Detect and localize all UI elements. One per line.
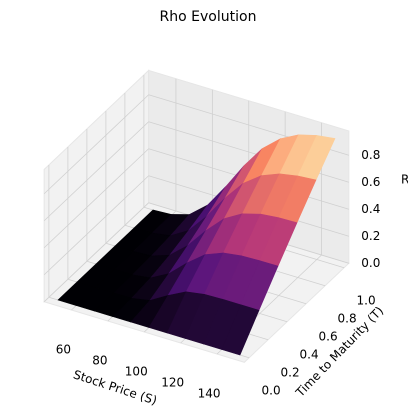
z-axis-label: Rho — [401, 173, 408, 187]
z-tick-label: 0.6 — [361, 175, 380, 189]
z-tick-label: 0.0 — [361, 256, 380, 270]
grid-line — [43, 175, 149, 276]
x-tick-label: 120 — [161, 376, 184, 390]
grid-line — [43, 148, 149, 249]
y-tick-label: 0.2 — [281, 365, 300, 379]
grid-line — [43, 121, 149, 222]
x-tick-label: 100 — [125, 365, 148, 379]
surface — [57, 134, 336, 356]
y-tick-label: 0.6 — [319, 329, 338, 343]
grid-line — [43, 202, 149, 303]
y-tick-label: 0.0 — [262, 383, 281, 397]
z-tick-label: 0.2 — [361, 229, 380, 243]
grid-line — [43, 94, 149, 195]
surface-patch — [221, 304, 260, 356]
x-tick-label: 80 — [92, 354, 107, 368]
y-tick-label: 1.0 — [357, 293, 376, 307]
x-tick-label: 140 — [198, 387, 221, 401]
z-tick-label: 0.4 — [361, 202, 380, 216]
x-tick-label: 60 — [56, 343, 71, 357]
chart-title: Rho Evolution — [160, 9, 257, 25]
y-tick-label: 0.8 — [338, 311, 357, 325]
y-tick-label: 0.4 — [300, 347, 319, 361]
z-tick-label: 0.8 — [361, 148, 380, 162]
